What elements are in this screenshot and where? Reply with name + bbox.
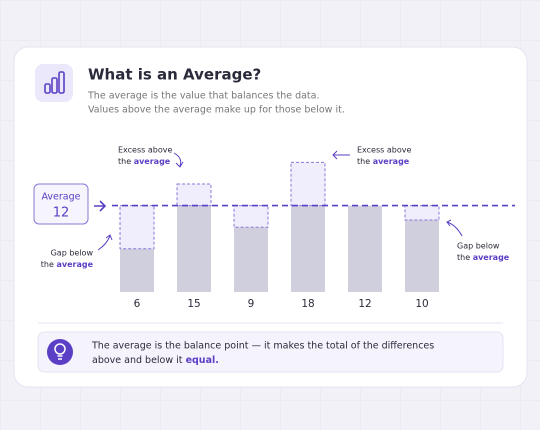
annotation: Gap below the average [41, 234, 113, 269]
annotation-text: the average [457, 253, 510, 262]
annotation-text: Excess above [357, 146, 411, 155]
gap-box [119, 205, 155, 250]
bar [405, 220, 439, 292]
gap-box [404, 205, 440, 221]
chart-title: What is an Average? [88, 66, 261, 84]
value-label: 12 [358, 298, 371, 310]
gap-box [233, 205, 269, 228]
value-label: 15 [187, 298, 200, 310]
average-box [33, 183, 89, 225]
annotation: Gap below the average [446, 219, 510, 262]
average-value: 12 [53, 206, 70, 221]
annotation-text: the average [41, 260, 94, 269]
value-label: 18 [301, 298, 314, 310]
annotation-text: the average [118, 157, 171, 166]
annotation-text: Gap below [457, 242, 500, 251]
value-label: 10 [415, 298, 428, 310]
footer-box [37, 331, 504, 373]
excess-box [176, 183, 212, 207]
bar [291, 205, 325, 292]
chart-icon [35, 64, 73, 102]
subtitle: The average is the value that balances t… [87, 91, 320, 102]
excess-box [290, 161, 326, 207]
plot: 6 15 9 18 12 10 [112, 161, 515, 310]
bar [120, 248, 154, 292]
bar [234, 227, 268, 292]
annotation-text: the average [357, 157, 410, 166]
subtitle: Values above the average make up for tho… [88, 105, 345, 116]
footer-text: The average is the balance point — it ma… [91, 341, 434, 352]
annotation: Excess above the average [332, 146, 411, 166]
bulb-icon [47, 339, 73, 365]
bar [348, 205, 382, 292]
value-label: 6 [134, 298, 141, 310]
footer-text: above and below it equal. [92, 355, 219, 366]
annotation-text: Excess above [118, 146, 172, 155]
value-label: 9 [248, 298, 255, 310]
bar [177, 205, 211, 292]
average-label: Average [41, 192, 80, 203]
annotation: Excess above the average [118, 146, 184, 168]
annotation-text: Gap below [51, 249, 94, 258]
card [13, 46, 528, 388]
average-arrow [94, 200, 107, 212]
